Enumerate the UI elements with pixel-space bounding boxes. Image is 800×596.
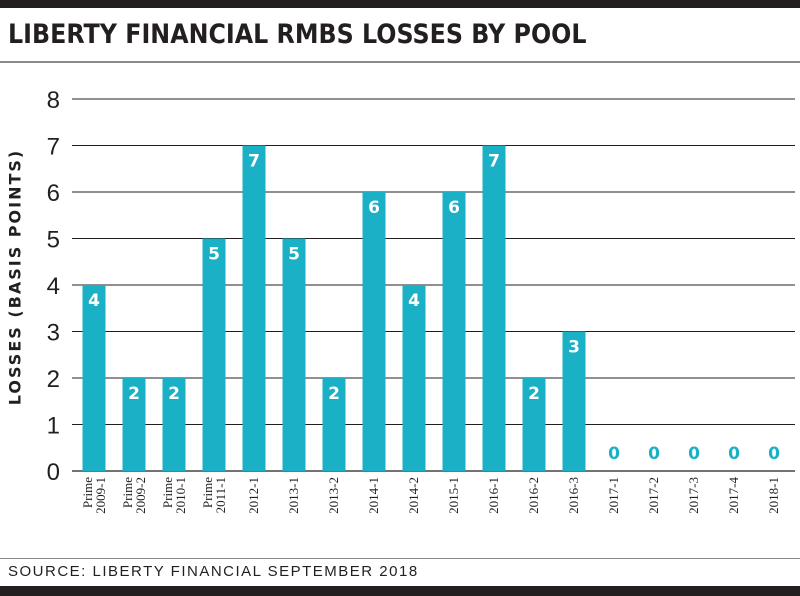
- bar-value-label: 7: [248, 152, 260, 172]
- y-tick-label: 5: [47, 227, 60, 254]
- x-tick-label-line: 2018-1: [766, 477, 781, 514]
- bar-value-label: 5: [208, 245, 220, 265]
- x-tick-label: 2017-2: [646, 477, 661, 514]
- x-tick-label-line: Prime: [160, 477, 175, 508]
- bar-value-label: 2: [528, 384, 540, 404]
- x-tick-label: 2014-1: [366, 477, 381, 514]
- bar-value-label: 4: [88, 291, 100, 311]
- bar: [282, 238, 306, 471]
- bar-value-label: 6: [448, 198, 460, 218]
- bar: [482, 145, 506, 471]
- bar: [402, 285, 426, 471]
- x-tick-label: 2017-1: [606, 477, 621, 514]
- y-tick-label: 6: [47, 180, 60, 207]
- bar-value-label: 0: [608, 444, 620, 464]
- x-tick-label-line: 2009-1: [93, 477, 108, 514]
- y-tick-label: 8: [47, 87, 60, 114]
- y-tick-label: 2: [47, 366, 60, 393]
- bar: [122, 378, 146, 471]
- bar-value-label: 7: [488, 152, 500, 172]
- top-rule: [0, 0, 800, 8]
- bar: [82, 285, 106, 471]
- x-tick-label: 2013-1: [286, 477, 301, 514]
- x-tick-label-line: 2017-1: [606, 477, 621, 514]
- x-tick-label-line: Prime: [80, 477, 95, 508]
- y-tick-label: 7: [47, 134, 60, 161]
- x-tick-label-line: 2010-1: [173, 477, 188, 514]
- x-tick-label: 2016-3: [566, 477, 581, 514]
- x-tick-label-line: 2016-1: [486, 477, 501, 514]
- bar-value-label: 0: [768, 444, 780, 464]
- bar-value-label: 3: [568, 338, 580, 358]
- x-tick-label: 2016-2: [526, 477, 541, 514]
- x-tick-label: 2016-1: [486, 477, 501, 514]
- bar-value-label: 5: [288, 245, 300, 265]
- x-tick-label-line: 2011-1: [213, 477, 228, 513]
- x-tick-label-line: 2017-3: [686, 477, 701, 514]
- source-note: SOURCE: LIBERTY FINANCIAL SEPTEMBER 2018: [8, 563, 419, 580]
- x-tick-label: 2013-2: [326, 477, 341, 514]
- x-tick-label: 2014-2: [406, 477, 421, 514]
- bar: [522, 378, 546, 471]
- x-tick-label-line: 2017-2: [646, 477, 661, 514]
- bar: [362, 192, 386, 471]
- bar-value-label: 0: [728, 444, 740, 464]
- x-tick-label-line: 2014-1: [366, 477, 381, 514]
- bar-value-label: 2: [128, 384, 140, 404]
- bar-value-label: 2: [328, 384, 340, 404]
- bar: [562, 331, 586, 471]
- x-tick-label-line: 2013-2: [326, 477, 341, 514]
- x-tick-label: 2015-1: [446, 477, 461, 514]
- x-tick-label-line: 2014-2: [406, 477, 421, 514]
- bar: [242, 145, 266, 471]
- bar-value-label: 0: [688, 444, 700, 464]
- x-tick-label-line: 2015-1: [446, 477, 461, 514]
- bar-value-label: 0: [648, 444, 660, 464]
- x-tick-label-line: 2009-2: [133, 477, 148, 514]
- bar: [442, 192, 466, 471]
- title-divider: [0, 61, 800, 63]
- bar: [202, 238, 226, 471]
- y-tick-label: 1: [47, 413, 60, 440]
- bottom-rule: [0, 586, 800, 596]
- source-divider: [0, 558, 800, 559]
- x-tick-label-line: 2012-1: [246, 477, 261, 514]
- x-tick-label-line: 2013-1: [286, 477, 301, 514]
- y-tick-label: 0: [47, 459, 60, 486]
- bar-value-label: 6: [368, 198, 380, 218]
- x-tick-label: 2018-1: [766, 477, 781, 514]
- chart-title: LIBERTY FINANCIAL RMBS LOSSES BY POOL: [8, 19, 587, 50]
- x-tick-label-line: Prime: [120, 477, 135, 508]
- bar: [162, 378, 186, 471]
- x-tick-label-line: 2017-4: [726, 477, 741, 514]
- y-tick-label: 4: [47, 273, 60, 300]
- x-tick-label: 2017-3: [686, 477, 701, 514]
- bar-value-label: 2: [168, 384, 180, 404]
- bar: [322, 378, 346, 471]
- x-tick-label-line: 2016-3: [566, 477, 581, 514]
- y-tick-label: 3: [47, 320, 60, 347]
- x-tick-label-line: 2016-2: [526, 477, 541, 514]
- x-tick-label: 2017-4: [726, 477, 741, 514]
- bar-value-label: 4: [408, 291, 420, 311]
- x-tick-label: 2012-1: [246, 477, 261, 514]
- x-tick-label-line: Prime: [200, 477, 215, 508]
